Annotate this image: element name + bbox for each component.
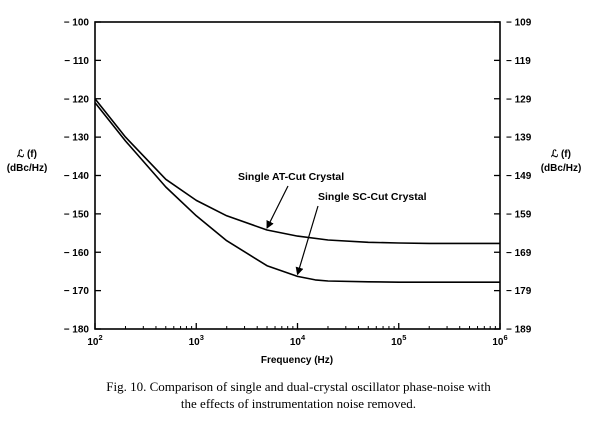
x-tick-label-base: 10	[189, 337, 201, 348]
series-line-sc-cut	[94, 102, 500, 284]
y-right-tick-label: − 179	[506, 286, 532, 297]
y-right-tick-label: − 159	[506, 209, 532, 220]
x-tick-label: 103	[189, 333, 204, 348]
x-tick-label-exponent: 5	[402, 333, 406, 342]
x-tick-label-base: 10	[290, 337, 302, 348]
y-left-tick-label: − 120	[64, 94, 90, 105]
y-right-tick-label: − 189	[506, 325, 532, 336]
x-tick-label-exponent: 2	[98, 333, 102, 342]
figure-caption: Fig. 10. Comparison of single and dual-c…	[0, 378, 597, 412]
annotations-layer: Single AT-Cut Crystal Single SC-Cut Cryst…	[238, 171, 427, 276]
x-tick-label-base: 10	[492, 337, 504, 348]
x-tick-label-exponent: 3	[200, 333, 204, 342]
x-tick-label: 102	[87, 333, 102, 348]
x-tick-label: 105	[391, 333, 406, 348]
phase-noise-chart: − 100 − 110 − 120 − 130 − 140 − 150 − 160 − 170…	[7, 18, 582, 367]
annotation-label-at-cut: Single AT-Cut Crystal	[238, 171, 344, 183]
caption-line-2: the effects of instrumentation noise rem…	[180, 396, 417, 411]
y-right-tick-label: − 169	[506, 248, 532, 259]
ticks-layer: − 100 − 110 − 120 − 130 − 140 − 150 − 160 − 170…	[64, 18, 532, 349]
x-tick-label-exponent: 6	[503, 333, 507, 342]
y-left-tick-label: − 180	[64, 325, 90, 336]
x-tick-label-base: 10	[391, 337, 403, 348]
annotation-label-sc-cut: Single SC-Cut Crystal	[318, 191, 427, 203]
y-axis-left-label: ℒ (f)	[17, 149, 37, 160]
y-right-tick-label: − 129	[506, 94, 532, 105]
x-tick-label: 104	[290, 333, 306, 348]
y-right-tick-label: − 149	[506, 171, 532, 182]
y-left-tick-label: − 170	[64, 286, 90, 297]
x-tick-label-exponent: 4	[301, 333, 306, 342]
y-right-tick-label: − 119	[506, 56, 531, 67]
y-left-tick-label: − 150	[64, 209, 90, 220]
annotation-arrow-at-cut	[266, 185, 289, 229]
x-axis-label: Frequency (Hz)	[261, 355, 333, 366]
y-axis-right-unit: (dBc/Hz)	[541, 163, 582, 174]
y-left-tick-label: − 100	[64, 18, 90, 29]
y-left-tick-label: − 130	[64, 133, 90, 144]
y-left-tick-label: − 160	[64, 248, 90, 259]
y-right-tick-label: − 109	[506, 18, 532, 29]
annotation-arrow-sc-cut	[295, 205, 319, 276]
y-right-tick-label: − 139	[506, 133, 532, 144]
y-left-tick-label: − 140	[64, 171, 90, 182]
series-layer	[94, 98, 500, 284]
x-tick-label-base: 10	[87, 337, 99, 348]
caption-line-1: Fig. 10. Comparison of single and dual-c…	[106, 379, 491, 394]
y-left-tick-label: − 110	[64, 56, 89, 67]
y-axis-left-unit: (dBc/Hz)	[7, 163, 48, 174]
y-axis-right-label: ℒ (f)	[551, 149, 571, 160]
series-line-at-cut	[94, 98, 500, 245]
x-tick-label: 106	[492, 333, 507, 348]
